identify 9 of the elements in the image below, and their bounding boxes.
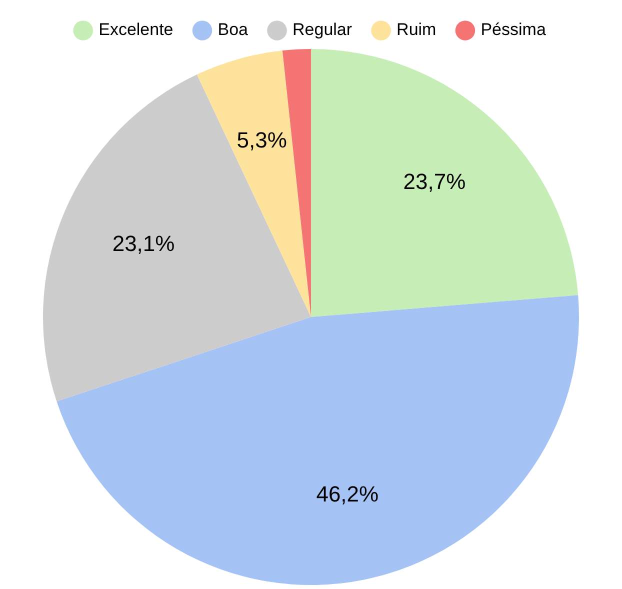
legend-label: Regular [292,20,352,40]
legend-label: Excelente [98,20,174,40]
data-label: 23,1% [112,231,175,256]
legend-label: Ruim [396,20,436,40]
legend-label: Boa [218,20,249,40]
legend-label: Péssima [480,20,546,40]
data-label: 5,3% [236,128,287,153]
data-label: 23,7% [403,169,466,194]
data-label: 46,2% [316,482,379,507]
